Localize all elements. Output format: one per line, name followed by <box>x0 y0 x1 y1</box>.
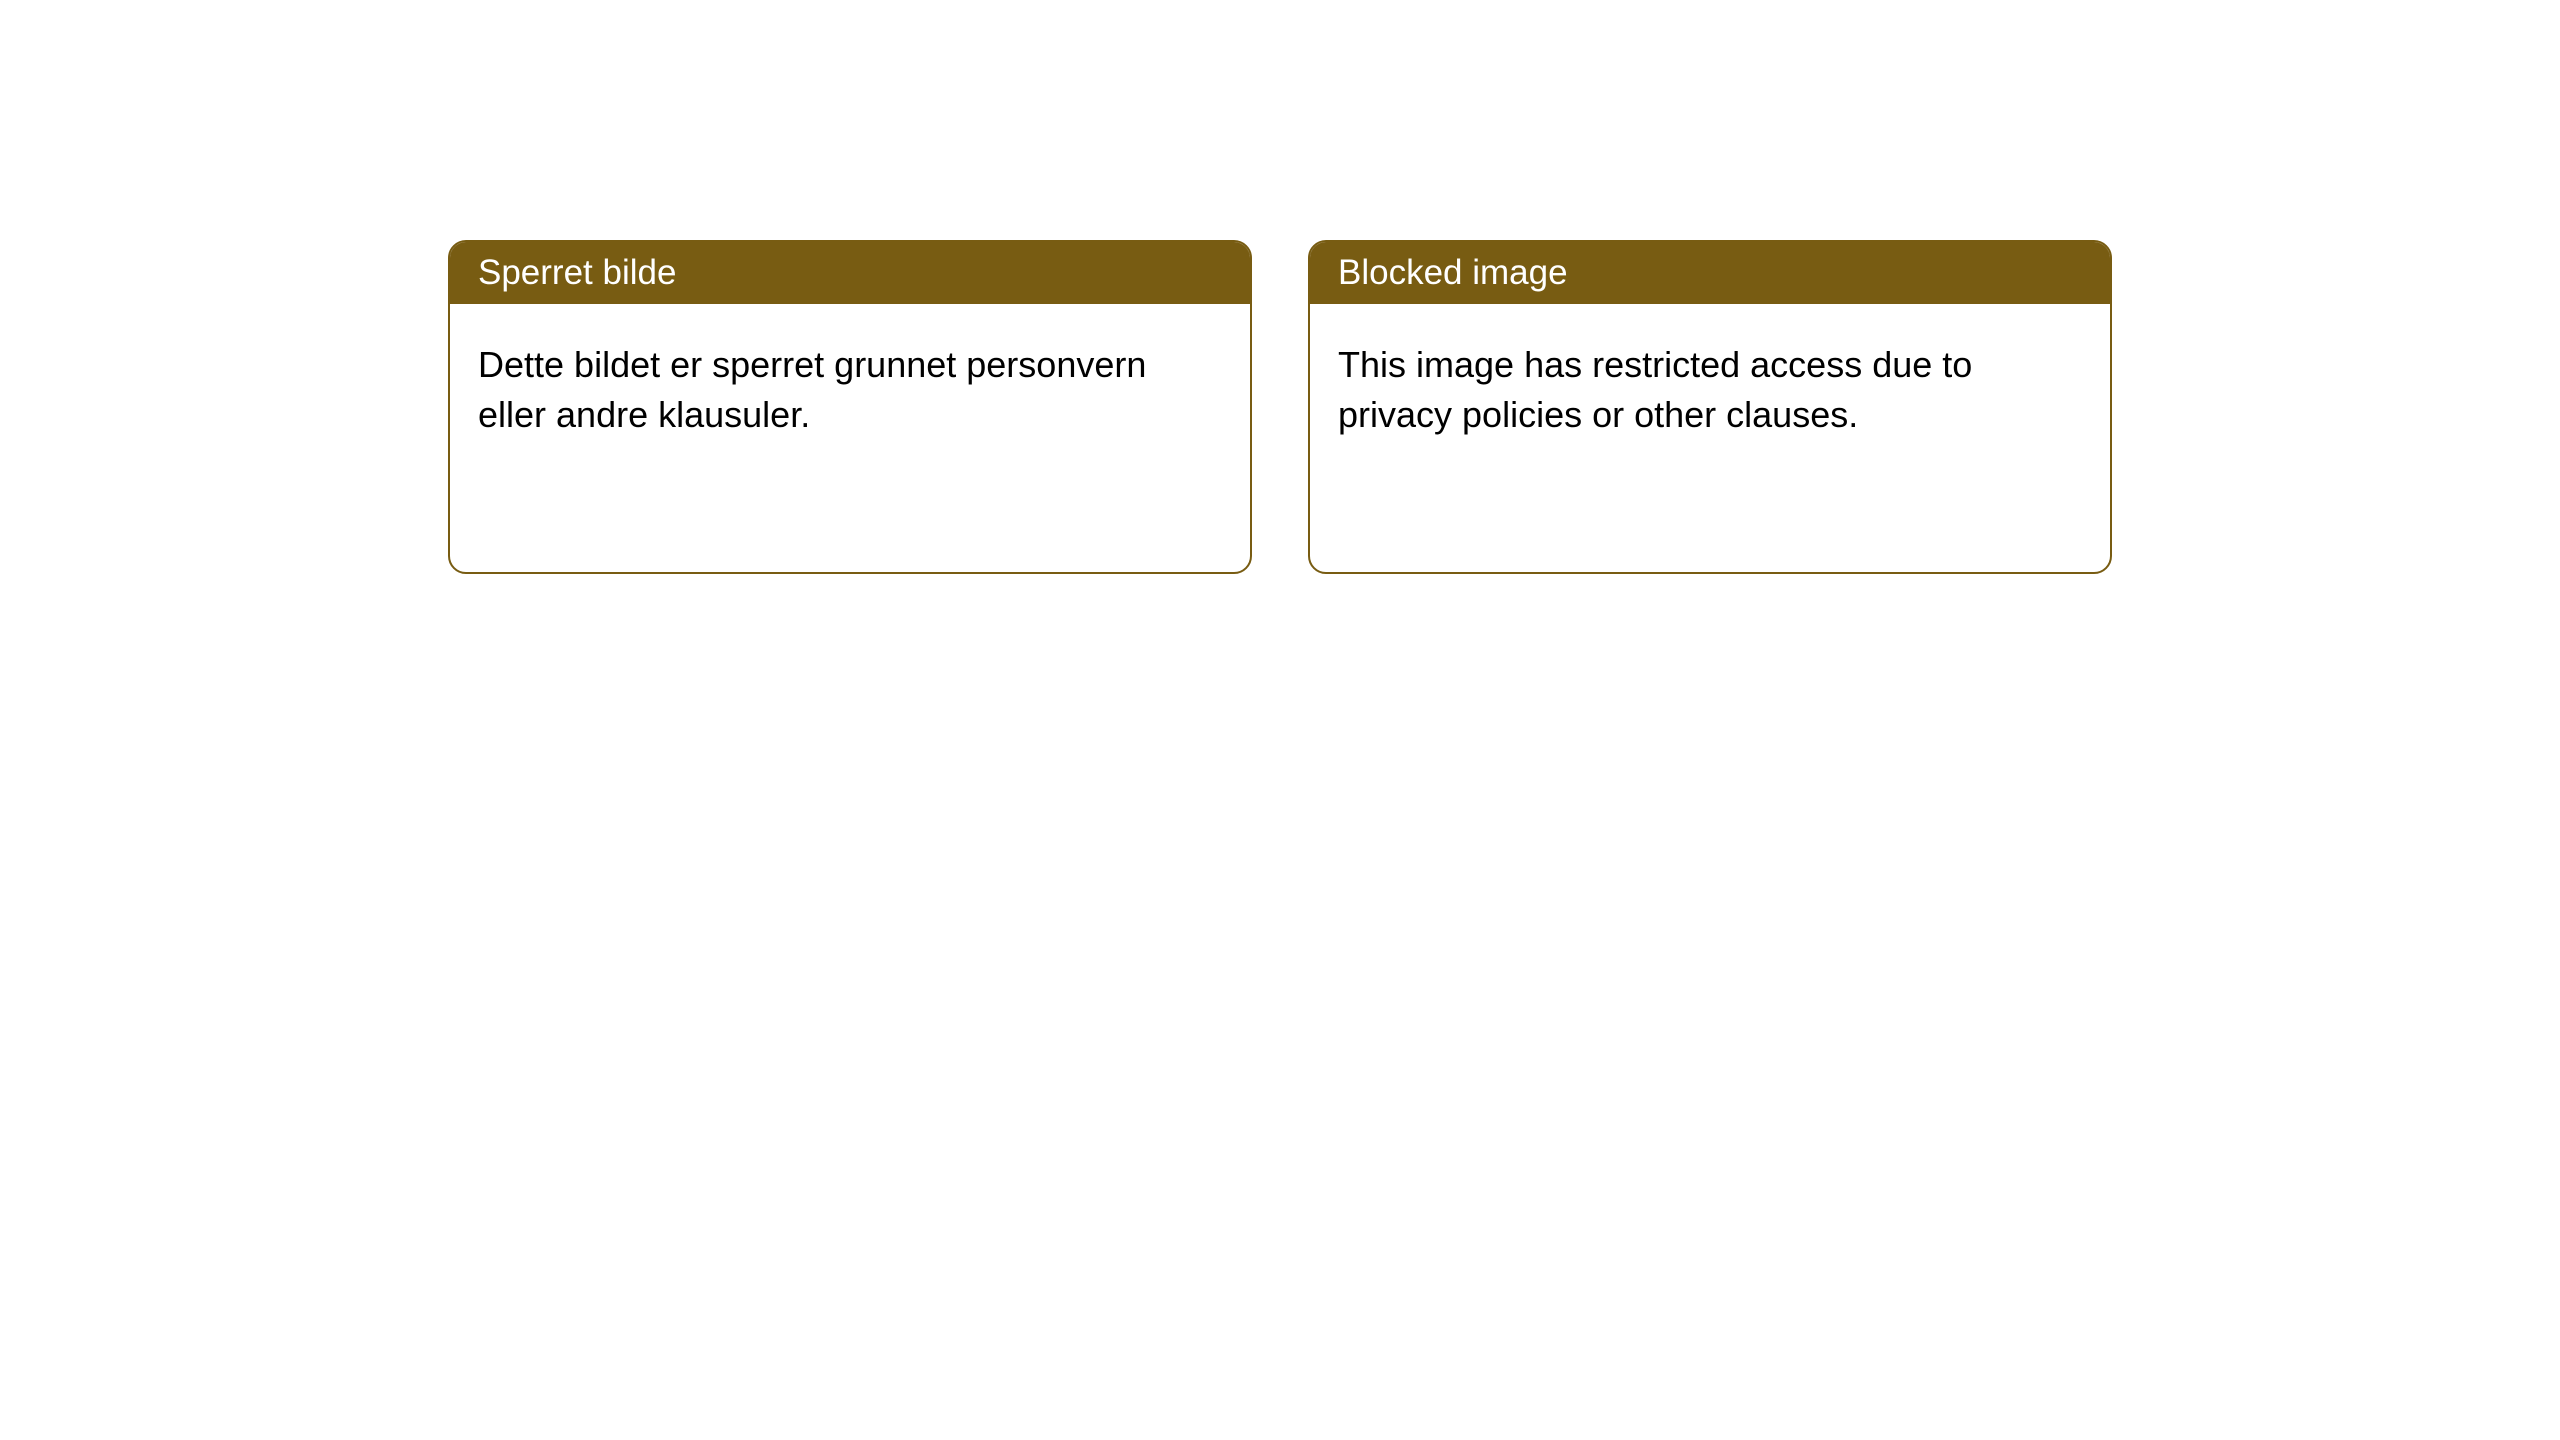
notice-title: Sperret bilde <box>478 253 676 292</box>
notice-body: Dette bildet er sperret grunnet personve… <box>450 304 1250 469</box>
notice-body-text: This image has restricted access due to … <box>1338 344 1972 435</box>
notice-body: This image has restricted access due to … <box>1310 304 2110 469</box>
notice-title: Blocked image <box>1338 253 1568 292</box>
notice-body-text: Dette bildet er sperret grunnet personve… <box>478 344 1146 435</box>
notice-header: Blocked image <box>1310 242 2110 304</box>
notice-header: Sperret bilde <box>450 242 1250 304</box>
notice-container: Sperret bilde Dette bildet er sperret gr… <box>448 240 2560 574</box>
notice-box-norwegian: Sperret bilde Dette bildet er sperret gr… <box>448 240 1252 574</box>
notice-box-english: Blocked image This image has restricted … <box>1308 240 2112 574</box>
